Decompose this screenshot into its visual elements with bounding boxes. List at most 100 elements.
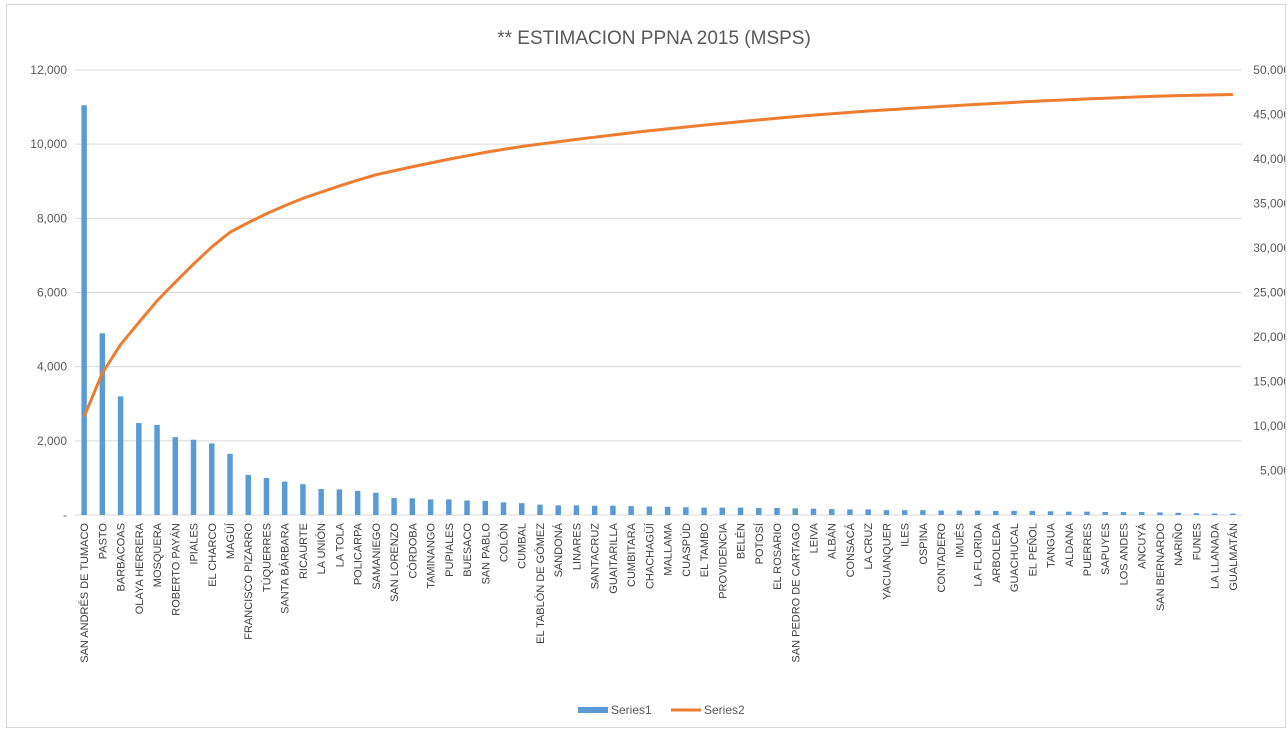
category-label: ALDANA bbox=[1064, 522, 1076, 567]
category-label: SANTACRUZ bbox=[590, 523, 602, 590]
bar bbox=[993, 510, 999, 515]
bar bbox=[482, 500, 489, 515]
bar bbox=[354, 490, 361, 515]
bar bbox=[1157, 512, 1163, 515]
left-tick-label: 6,000 bbox=[37, 286, 67, 300]
category-label: OSPINA bbox=[918, 522, 930, 564]
left-tick-label: 2,000 bbox=[37, 434, 67, 448]
category-label: LEIVA bbox=[808, 522, 820, 553]
bar bbox=[883, 510, 890, 515]
bar bbox=[336, 489, 343, 515]
bar bbox=[974, 510, 981, 515]
right-tick-label: 45,000 bbox=[1253, 108, 1285, 122]
bar bbox=[1120, 512, 1127, 515]
category-label: SAN ANDRÉS DE TUMACO bbox=[78, 523, 91, 663]
bar bbox=[409, 498, 416, 515]
category-label: BELÉN bbox=[735, 523, 748, 559]
gridlines bbox=[75, 69, 1242, 516]
bar bbox=[172, 437, 179, 515]
bar bbox=[1011, 510, 1017, 515]
bar bbox=[664, 506, 671, 515]
bar bbox=[1066, 511, 1072, 515]
right-tick-label: 5,000 bbox=[1260, 464, 1285, 478]
category-label: GUAITARILLA bbox=[608, 522, 620, 593]
category-label: IPIALES bbox=[189, 523, 201, 565]
category-label: GUALMATÁN bbox=[1227, 523, 1240, 591]
bar bbox=[792, 508, 798, 515]
category-label: FUNES bbox=[1191, 523, 1203, 560]
right-tick-label: 50,000 bbox=[1253, 63, 1285, 77]
bar bbox=[1102, 512, 1108, 515]
category-label: BUESACO bbox=[462, 523, 474, 577]
bar bbox=[756, 507, 762, 515]
category-label: SAN LORENZO bbox=[389, 523, 401, 602]
bar bbox=[500, 502, 507, 515]
bar bbox=[263, 477, 270, 515]
bar bbox=[427, 499, 434, 515]
bar bbox=[719, 507, 726, 515]
category-label: EL CHARCO bbox=[207, 523, 219, 587]
bar bbox=[938, 510, 944, 515]
category-label: ALBÁN bbox=[826, 523, 839, 559]
category-label: PASTO bbox=[97, 523, 109, 560]
category-label: SANDONÁ bbox=[552, 522, 565, 577]
bar bbox=[828, 509, 835, 515]
series1-bars bbox=[81, 105, 1236, 516]
category-label: CUMBAL bbox=[517, 523, 529, 569]
category-axis-labels: SAN ANDRÉS DE TUMACO PASTO BARBACOAS OLAYA … bbox=[78, 522, 1240, 663]
legend-swatch-series1 bbox=[578, 707, 608, 713]
right-tick-label: 30,000 bbox=[1253, 241, 1285, 255]
bar bbox=[610, 505, 616, 515]
category-label: PUPIALES bbox=[444, 523, 456, 577]
bar bbox=[1211, 513, 1218, 515]
category-label: EL PEÑOL bbox=[1026, 523, 1039, 576]
right-tick-label: 35,000 bbox=[1253, 197, 1285, 211]
bar bbox=[300, 484, 306, 515]
left-tick-label: 10,000 bbox=[30, 137, 67, 151]
category-label: TAMINANGO bbox=[426, 523, 438, 589]
bar bbox=[1084, 511, 1090, 515]
category-label: EL TABLÓN DE GÓMEZ bbox=[534, 523, 547, 644]
category-label: POLICARPA bbox=[353, 522, 365, 585]
bar bbox=[628, 506, 634, 515]
category-label: LA FLORIDA bbox=[973, 522, 985, 586]
category-label: FRANCISCO PIZARRO bbox=[243, 523, 255, 640]
bar bbox=[591, 505, 598, 515]
bar bbox=[810, 508, 817, 515]
legend-label-series1: Series1 bbox=[611, 703, 652, 717]
right-tick-label: 10,000 bbox=[1253, 419, 1285, 433]
category-label: ANCUYÁ bbox=[1136, 522, 1149, 569]
bar bbox=[227, 453, 233, 515]
category-label: CUMBITARA bbox=[626, 522, 638, 587]
category-label: SAPUYES bbox=[1100, 523, 1112, 575]
category-label: LA UNIÓN bbox=[315, 523, 328, 574]
category-label: ILES bbox=[900, 523, 912, 547]
bar bbox=[901, 510, 908, 515]
category-label: NARIÑO bbox=[1172, 523, 1185, 566]
bar bbox=[209, 443, 215, 515]
category-label: MAGÜÍ bbox=[224, 522, 237, 559]
category-label: RICAURTE bbox=[298, 523, 310, 579]
bar bbox=[683, 507, 689, 515]
bar bbox=[701, 507, 707, 515]
chart-frame: ** ESTIMACION PPNA 2015 (MSPS) - 2,000 4,0… bbox=[6, 4, 1286, 728]
bar bbox=[464, 500, 470, 515]
category-label: IMUÉS bbox=[953, 523, 966, 558]
bar bbox=[1029, 510, 1036, 515]
right-tick-label: 15,000 bbox=[1253, 375, 1285, 389]
category-label: SANTA BÁRBARA bbox=[279, 522, 292, 614]
bar bbox=[1138, 512, 1145, 515]
category-label: TÚQUERRES bbox=[260, 523, 273, 592]
category-label: GUACHUCAL bbox=[1009, 523, 1021, 592]
category-label: CONSACÁ bbox=[844, 522, 857, 577]
category-label: LINARES bbox=[571, 523, 583, 570]
category-label: SAN BERNARDO bbox=[1155, 523, 1167, 611]
legend-label-series2: Series2 bbox=[704, 703, 745, 717]
right-y-axis: -5,00010,00015,00020,00025,00030,00035,0… bbox=[1253, 63, 1285, 478]
category-label: CHACHAGÜÍ bbox=[643, 522, 656, 589]
category-label: MALLAMA bbox=[663, 522, 675, 575]
category-label: EL TAMBO bbox=[699, 523, 711, 578]
category-label: POTOSÍ bbox=[753, 522, 766, 564]
category-label: CUASPÚD bbox=[680, 523, 693, 577]
bar bbox=[774, 507, 780, 515]
